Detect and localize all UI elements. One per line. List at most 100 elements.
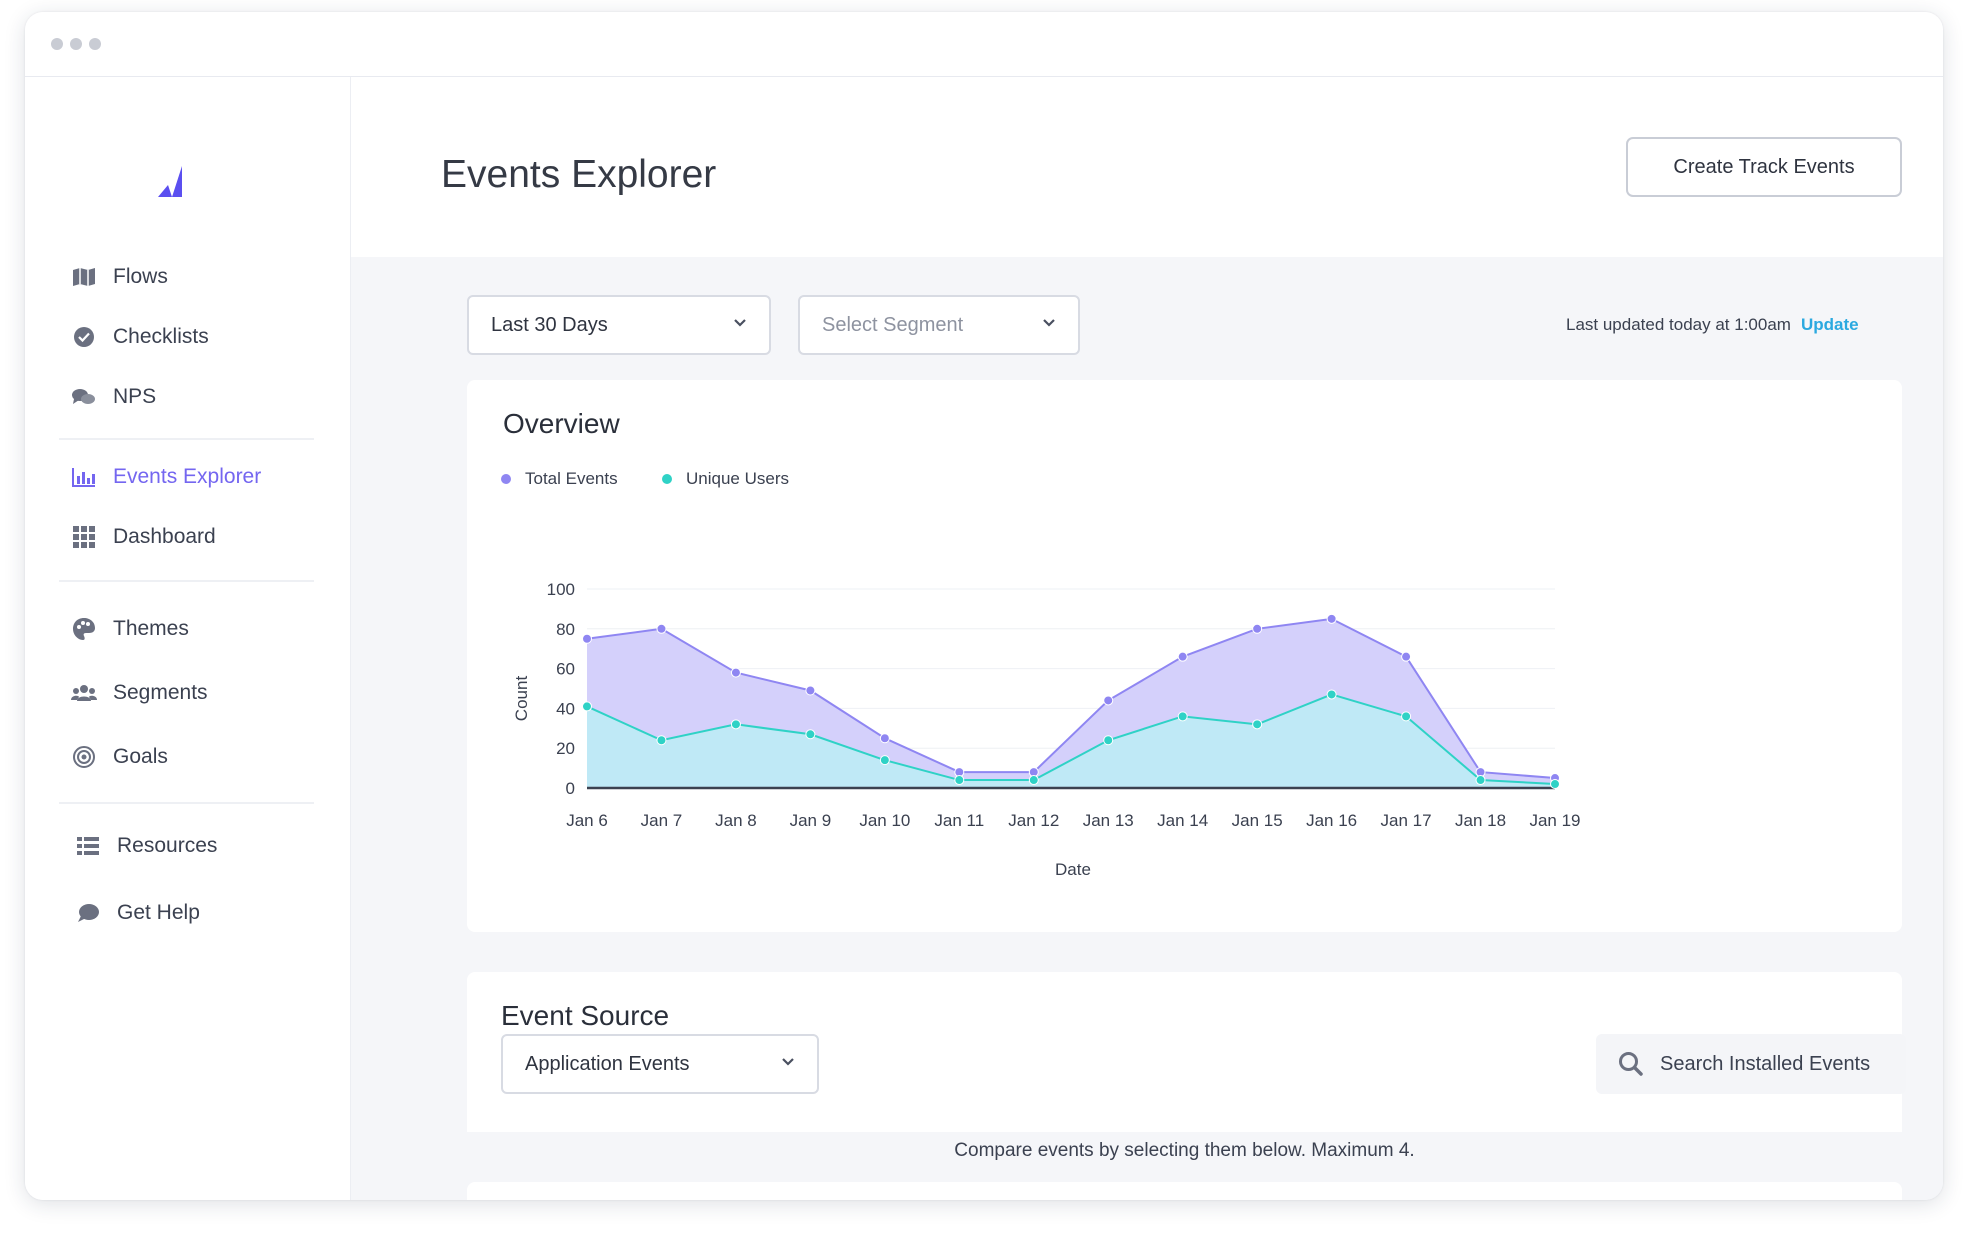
data-point-unique-users[interactable] bbox=[582, 701, 592, 712]
sidebar-item-checklists[interactable]: Checklists bbox=[71, 317, 209, 357]
palette-icon bbox=[71, 616, 97, 642]
x-tick-label: Jan 17 bbox=[1381, 811, 1432, 830]
sidebar-divider bbox=[59, 802, 314, 804]
y-tick-label: 40 bbox=[556, 699, 575, 718]
sidebar-item-resources[interactable]: Resources bbox=[75, 826, 217, 866]
users-icon bbox=[71, 680, 97, 706]
sidebar-item-segments[interactable]: Segments bbox=[71, 673, 208, 713]
sidebar-item-label: Segments bbox=[113, 681, 208, 704]
sidebar-item-label: Dashboard bbox=[113, 525, 216, 548]
sidebar-item-get-help[interactable]: Get Help bbox=[75, 893, 200, 933]
app-logo[interactable] bbox=[155, 164, 185, 205]
data-point-total-events[interactable] bbox=[730, 667, 741, 678]
data-point-unique-users[interactable] bbox=[1028, 775, 1039, 786]
data-point-total-events[interactable] bbox=[1326, 613, 1337, 624]
map-icon bbox=[71, 264, 97, 290]
sidebar-item-label: Themes bbox=[113, 617, 189, 640]
search-input[interactable] bbox=[1658, 1051, 1892, 1077]
legend-item-unique-users[interactable]: Unique Users bbox=[662, 469, 789, 489]
window-control-dot[interactable] bbox=[51, 38, 63, 50]
search-icon bbox=[1619, 1052, 1643, 1076]
main-content: Events Explorer Create Track Events Last… bbox=[351, 77, 1943, 1200]
page-header: Events Explorer Create Track Events bbox=[351, 77, 1943, 257]
y-tick-label: 80 bbox=[556, 620, 575, 639]
window-control-dot[interactable] bbox=[89, 38, 101, 50]
legend-swatch bbox=[501, 474, 511, 484]
x-tick-label: Jan 12 bbox=[1008, 811, 1059, 830]
series-line-unique-users bbox=[586, 693, 1556, 786]
data-point-unique-users[interactable] bbox=[1550, 779, 1560, 790]
y-tick-label: 20 bbox=[556, 739, 575, 758]
compare-hint: Compare events by selecting them below. … bbox=[954, 1140, 1415, 1161]
x-tick-label: Jan 11 bbox=[934, 811, 984, 830]
event-source-title: Event Source bbox=[501, 1000, 670, 1031]
legend-label: Unique Users bbox=[686, 469, 789, 488]
data-point-unique-users[interactable] bbox=[730, 719, 741, 730]
event-source-value: Application Events bbox=[525, 1052, 690, 1075]
page-title: Events Explorer bbox=[441, 153, 717, 196]
data-point-total-events[interactable] bbox=[1177, 651, 1188, 662]
last-updated-status: Last updated today at 1:00am Update bbox=[1566, 315, 1859, 335]
sidebar-item-label: Flows bbox=[113, 265, 168, 288]
sidebar-item-label: NPS bbox=[113, 385, 157, 408]
sidebar-item-themes[interactable]: Themes bbox=[71, 609, 189, 649]
data-point-total-events[interactable] bbox=[805, 685, 816, 696]
sidebar-item-events-explorer[interactable]: Events Explorer bbox=[71, 457, 261, 497]
data-point-unique-users[interactable] bbox=[879, 755, 890, 766]
data-point-unique-users[interactable] bbox=[1177, 711, 1188, 722]
list-icon bbox=[75, 833, 101, 859]
sidebar-item-label: Get Help bbox=[117, 901, 200, 924]
data-point-unique-users[interactable] bbox=[1401, 711, 1412, 722]
window-control-dot[interactable] bbox=[70, 38, 82, 50]
overview-card: Overview Total Events Unique Users 0 20 40… bbox=[467, 380, 1902, 932]
date-range-dropdown[interactable]: Last 30 Days bbox=[467, 295, 771, 355]
data-point-unique-users[interactable] bbox=[1252, 719, 1263, 730]
overview-title: Overview bbox=[503, 408, 620, 439]
x-axis-title: Date bbox=[1055, 860, 1091, 879]
data-point-total-events[interactable] bbox=[1252, 623, 1263, 634]
event-source-dropdown[interactable]: Application Events bbox=[501, 1034, 819, 1094]
data-point-total-events[interactable] bbox=[1401, 651, 1412, 662]
sidebar-item-goals[interactable]: Goals bbox=[71, 737, 168, 777]
chevron-down-icon bbox=[1043, 319, 1055, 327]
sidebar-item-dashboard[interactable]: Dashboard bbox=[71, 517, 216, 557]
update-link[interactable]: Update bbox=[1800, 315, 1859, 334]
legend-item-total-events[interactable]: Total Events bbox=[501, 469, 618, 489]
date-range-value: Last 30 Days bbox=[491, 313, 608, 336]
speech-bubble-icon bbox=[75, 900, 101, 926]
segment-dropdown[interactable]: Select Segment bbox=[798, 295, 1080, 355]
data-point-unique-users[interactable] bbox=[1475, 775, 1486, 786]
data-point-total-events[interactable] bbox=[1103, 695, 1114, 706]
y-axis-title: Count bbox=[512, 676, 531, 722]
app-window: Flows Checklists NPS Events Explorer bbox=[25, 12, 1943, 1200]
data-point-unique-users[interactable] bbox=[1326, 689, 1337, 700]
data-point-total-events[interactable] bbox=[656, 623, 667, 634]
x-tick-label: Jan 13 bbox=[1083, 811, 1134, 830]
sidebar-divider bbox=[59, 580, 314, 582]
data-point-unique-users[interactable] bbox=[1103, 735, 1114, 746]
target-icon bbox=[71, 744, 97, 770]
y-tick-label: 100 bbox=[547, 580, 575, 599]
chevron-down-icon bbox=[782, 1058, 794, 1066]
check-circle-icon bbox=[71, 324, 97, 350]
logo-icon bbox=[158, 166, 182, 197]
search-installed-events[interactable] bbox=[1596, 1034, 1906, 1094]
segment-placeholder: Select Segment bbox=[822, 313, 964, 336]
data-point-unique-users[interactable] bbox=[805, 729, 816, 740]
y-tick-label: 0 bbox=[566, 779, 575, 798]
series-area-unique-users bbox=[587, 694, 1555, 788]
data-point-unique-users[interactable] bbox=[656, 735, 667, 746]
sidebar-divider bbox=[59, 438, 314, 440]
x-tick-label: Jan 18 bbox=[1455, 811, 1506, 830]
chevron-down-icon bbox=[734, 319, 746, 327]
grid-icon bbox=[71, 524, 97, 550]
sidebar-item-flows[interactable]: Flows bbox=[71, 257, 168, 297]
create-track-events-button[interactable]: Create Track Events bbox=[1626, 137, 1902, 197]
data-point-total-events[interactable] bbox=[582, 633, 592, 644]
sidebar-item-label: Checklists bbox=[113, 325, 209, 348]
legend-swatch bbox=[662, 474, 672, 484]
legend-label: Total Events bbox=[525, 469, 618, 488]
sidebar-item-nps[interactable]: NPS bbox=[71, 377, 156, 417]
data-point-total-events[interactable] bbox=[879, 733, 890, 744]
data-point-unique-users[interactable] bbox=[954, 775, 965, 786]
